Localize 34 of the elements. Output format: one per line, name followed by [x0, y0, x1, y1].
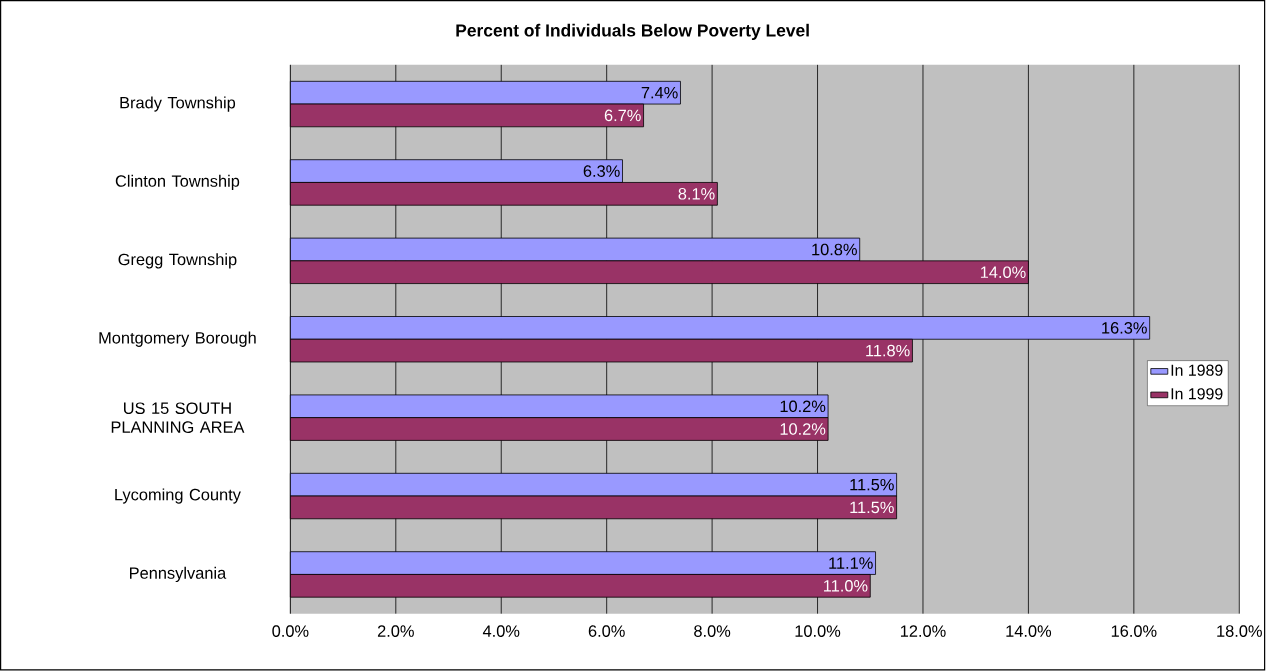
x-tick-label: 16.0%	[1111, 625, 1157, 638]
x-tick-label: 8.0%	[694, 625, 731, 638]
x-tick-label: 14.0%	[1006, 625, 1052, 638]
x-tick-label: 10.0%	[795, 625, 841, 638]
x-tick-label: 6.0%	[588, 625, 625, 638]
y-tick-label: Pennsylvania	[130, 567, 227, 583]
x-tick-label: 4.0%	[482, 625, 520, 638]
data-label: 10.8%	[812, 243, 857, 256]
data-label: 8.1%	[678, 188, 715, 200]
y-tick-label: US 15 SOUTH PLANNING AREA	[111, 402, 245, 434]
y-tick-label: Brady Township	[120, 96, 236, 112]
data-label: 10.2%	[780, 400, 826, 413]
data-label: 11.1%	[829, 557, 873, 570]
y-tick-label: Clinton Township	[115, 175, 240, 191]
legend-label: In 1989	[1171, 364, 1223, 377]
y-tick-label: Gregg Township	[118, 253, 237, 269]
data-label: 10.2%	[780, 423, 826, 436]
data-label: 7.4%	[641, 87, 678, 99]
y-tick-label: Montgomery Borough	[99, 331, 256, 348]
y-tick-label: Lycoming County	[115, 488, 241, 504]
x-tick-label: 12.0%	[900, 625, 946, 638]
data-label: 11.8%	[866, 345, 910, 357]
data-label: 14.0%	[980, 266, 1026, 279]
data-label: 6.3%	[583, 165, 620, 178]
x-tick-label: 0.0%	[272, 625, 309, 638]
data-label: 11.5%	[850, 501, 894, 514]
data-label: 16.3%	[1102, 322, 1147, 334]
data-label: 6.7%	[604, 109, 641, 122]
x-tick-label: 18.0%	[1217, 625, 1262, 638]
legend-label: In 1999	[1171, 388, 1223, 400]
data-label: 11.0%	[824, 580, 868, 592]
chart-title: Percent of Individuals Below Poverty Level	[456, 24, 809, 41]
data-label: 11.5%	[850, 479, 894, 491]
x-tick-label: 2.0%	[377, 625, 414, 638]
